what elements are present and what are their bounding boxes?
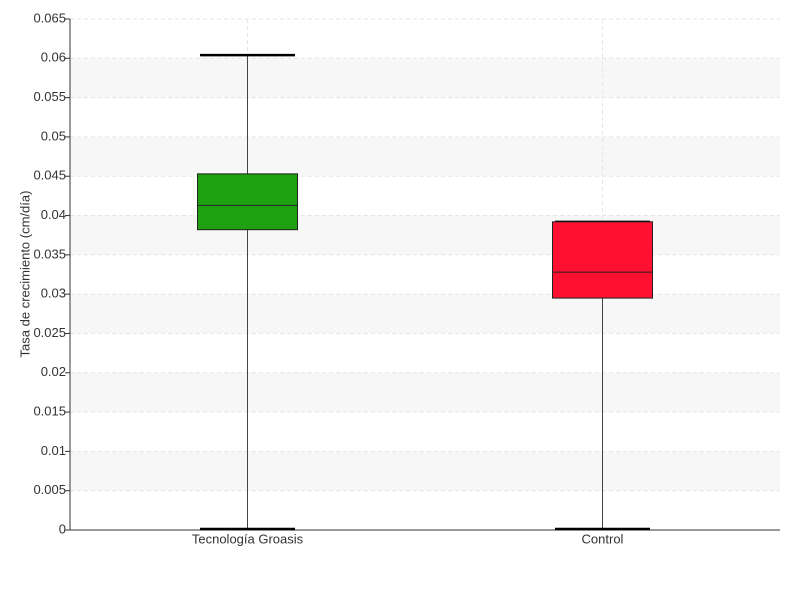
y-tick-label: 0.04 (41, 207, 66, 222)
y-tick-label: 0.025 (33, 325, 66, 340)
y-tick-label: 0.06 (41, 50, 66, 65)
y-tick-label: 0.055 (33, 89, 66, 104)
box (552, 221, 653, 299)
y-tick-label: 0.045 (33, 168, 66, 183)
y-tick-label: 0.005 (33, 482, 66, 497)
y-tick-label: 0 (59, 521, 66, 536)
y-axis-label: Tasa de crecimiento (cm/día) (17, 191, 32, 358)
x-tick-label: Tecnología Groasis (192, 531, 304, 546)
y-tick-label: 0.015 (33, 404, 66, 419)
y-tick-label: 0.01 (41, 443, 66, 458)
box (197, 173, 298, 231)
y-tick-label: 0.03 (41, 286, 66, 301)
y-tick-label: 0.02 (41, 364, 66, 379)
grid-band (70, 372, 780, 413)
grid-band (70, 136, 780, 177)
y-tick-label: 0.065 (33, 10, 66, 25)
y-tick-label: 0.05 (41, 128, 66, 143)
grid-band (70, 58, 780, 98)
grid-band (70, 215, 780, 255)
grid-band (70, 294, 780, 334)
x-tick-label: Control (582, 531, 624, 546)
grid-band (70, 451, 780, 491)
y-tick-label: 0.035 (33, 246, 66, 261)
